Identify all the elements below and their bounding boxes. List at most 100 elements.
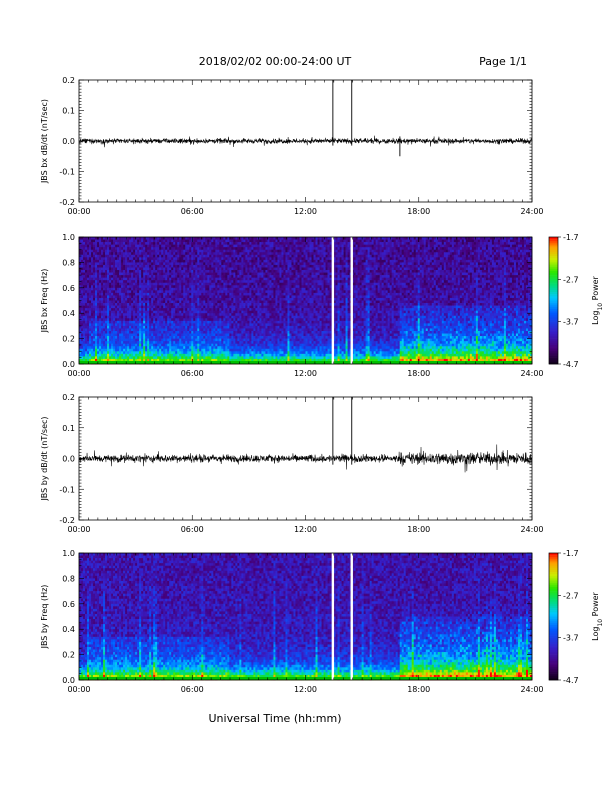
colorbar-swatch [549,260,558,262]
colorbar-swatch [549,602,558,604]
x-tick-label: 24:00 [520,207,543,216]
y-tick-label: 0.4 [62,309,75,318]
colorbar-swatch [549,305,558,307]
colorbar-swatch [549,328,558,330]
data-gap [351,237,353,364]
y-tick-label: 0.0 [62,676,75,685]
colorbar-swatch [549,250,558,252]
colorbar-swatch [549,313,558,315]
colorbar-swatch [549,672,558,674]
colorbar-swatch [549,574,558,576]
colorbar-swatch [549,608,558,610]
colorbar-swatch [549,334,558,336]
colorbar-swatch [549,298,558,300]
colorbar-swatch [549,591,558,593]
colorbar-swatch [549,617,558,619]
colorbar-swatch [549,347,558,349]
colorbar-swatch [549,667,558,669]
spectrogram [79,237,532,364]
y-tick-label: 0.4 [62,625,75,634]
colorbar-swatch [549,275,558,277]
colorbar-swatch [549,343,558,345]
colorbar-swatch [549,245,558,247]
colorbar-swatch [549,292,558,294]
colorbar-label: Log10 Power [591,591,604,640]
y-axis-label: JBS bx Freq (Hz) [40,269,49,334]
y-tick-label: 0.2 [62,393,75,402]
colorbar-swatch [549,633,558,635]
colorbar-swatch [549,288,558,290]
colorbar-label: Log10 Power [591,275,604,324]
colorbar-swatch [549,349,558,351]
colorbar-tick-label: -2.7 [563,275,579,284]
colorbar-tick-label: -2.7 [563,591,579,600]
colorbar-tick-label: -4.7 [563,676,579,685]
colorbar-swatch [549,277,558,279]
x-tick-label: 24:00 [520,369,543,378]
y-axis-label: JBS by dB/dt (nT/sec) [40,416,49,501]
x-tick-label: 24:00 [520,525,543,534]
colorbar-swatch [549,248,558,250]
colorbar-swatch [549,665,558,667]
colorbar-swatch [549,336,558,338]
colorbar-swatch [549,339,558,341]
colorbar-swatch [549,330,558,332]
y-tick-label: 0.8 [62,574,75,583]
colorbar-swatch [549,621,558,623]
colorbar-tick-label: -3.7 [563,634,579,643]
colorbar-swatch [549,358,558,360]
colorbar-swatch [549,648,558,650]
colorbar-swatch [549,262,558,264]
colorbar-swatch [549,661,558,663]
data-gap [332,237,334,364]
y-axis-label: JBS bx dB/dt (nT/sec) [40,99,49,184]
y-tick-label: 0.2 [62,651,75,660]
x-tick-label: 18:00 [407,685,430,694]
colorbar-swatch [549,345,558,347]
colorbar-swatch [549,356,558,358]
x-tick-label: 06:00 [181,207,204,216]
y-tick-label: 1.0 [62,549,75,558]
colorbar-swatch [549,576,558,578]
colorbar-swatch [549,583,558,585]
colorbar-swatch [549,296,558,298]
x-tick-label: 18:00 [407,369,430,378]
colorbar-swatch [549,265,558,267]
colorbar-swatch [549,593,558,595]
colorbar-swatch [549,351,558,353]
colorbar-swatch [549,237,558,239]
colorbar-swatch [549,600,558,602]
colorbar-swatch [549,636,558,638]
colorbar-swatch [549,644,558,646]
colorbar-swatch [549,610,558,612]
x-tick-label: 00:00 [67,685,90,694]
data-gap [351,553,353,680]
x-tick-label: 06:00 [181,685,204,694]
x-tick-label: 12:00 [294,369,317,378]
colorbar-swatch [549,269,558,271]
colorbar-swatch [549,290,558,292]
colorbar-swatch [549,294,558,296]
colorbar-swatch [549,566,558,568]
colorbar-swatch [549,674,558,676]
colorbar-swatch [549,625,558,627]
colorbar-swatch [549,612,558,614]
colorbar-swatch [549,309,558,311]
colorbar-swatch [549,553,558,555]
y-axis-label: JBS by Freq (Hz) [40,585,49,650]
panels: 0.20.10.0-0.1-0.200:00 06:00 12:00 18:00 24:… [40,76,604,694]
colorbar-swatch [549,341,558,343]
colorbar-swatch [549,640,558,642]
colorbar-swatch [549,561,558,563]
y-tick-label: -0.2 [59,516,75,525]
colorbar-swatch [549,360,558,362]
colorbar-swatch [549,657,558,659]
colorbar-swatch [549,669,558,671]
colorbar-swatch [549,655,558,657]
colorbar-swatch [549,572,558,574]
colorbar-swatch [549,353,558,355]
colorbar-swatch [549,631,558,633]
colorbar-swatch [549,663,558,665]
x-tick-label: 18:00 [407,525,430,534]
